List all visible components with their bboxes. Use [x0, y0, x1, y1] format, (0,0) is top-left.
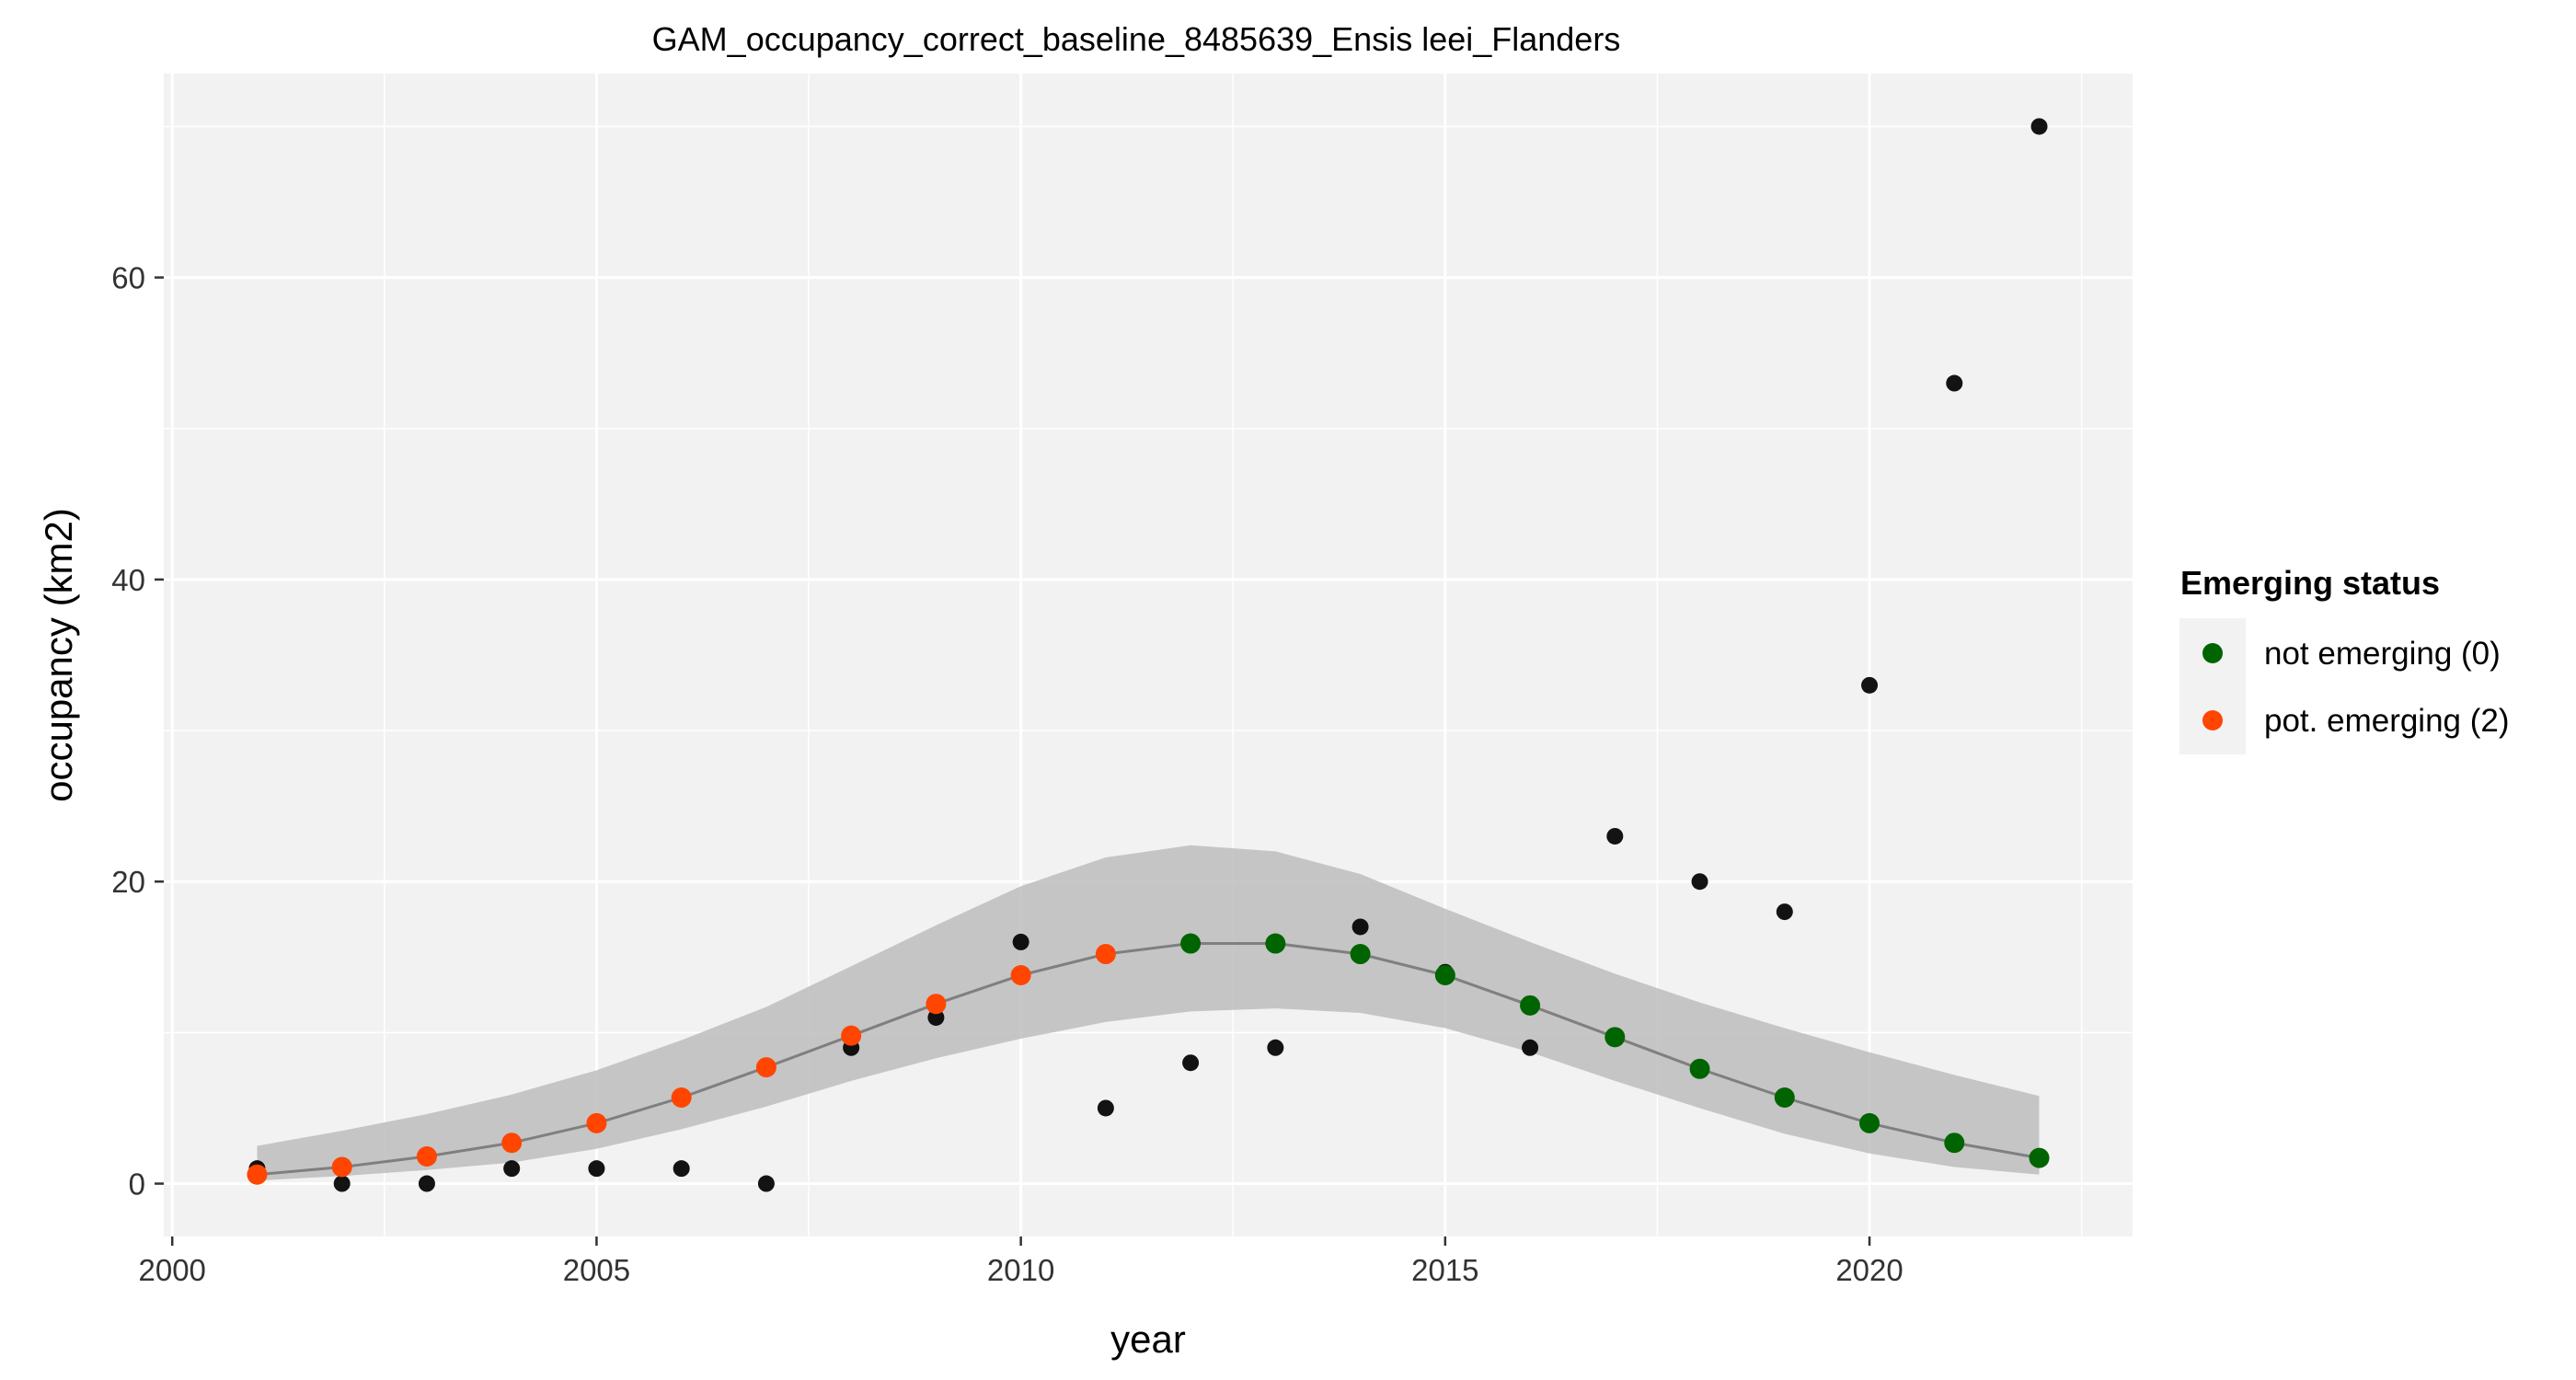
observed-point — [1522, 1039, 1539, 1056]
observed-point — [1351, 918, 1369, 936]
observed-point — [503, 1160, 521, 1178]
fit-point — [1604, 1027, 1626, 1048]
y-tick-label: 40 — [111, 563, 145, 597]
legend: Emerging status not emerging (0) pot. em… — [2179, 564, 2510, 754]
x-axis-title: year — [1110, 1317, 1186, 1361]
fit-point — [1944, 1133, 1965, 1154]
observed-point — [1691, 873, 1708, 891]
x-tick-label: 2010 — [987, 1253, 1054, 1287]
legend-title: Emerging status — [2180, 564, 2440, 602]
observed-point — [673, 1160, 690, 1178]
observed-point — [588, 1160, 605, 1178]
observed-point — [1776, 903, 1793, 921]
fit-point — [416, 1145, 437, 1167]
y-axis: 0 20 40 60 — [111, 261, 164, 1202]
observed-point — [1861, 676, 1879, 694]
fit-point — [1180, 933, 1202, 954]
fit-point — [755, 1057, 776, 1078]
observed-point — [333, 1175, 351, 1192]
observed-point — [927, 1008, 945, 1026]
observed-point — [1182, 1054, 1200, 1072]
fit-point — [2029, 1147, 2050, 1168]
observed-point — [1012, 933, 1029, 950]
fit-point — [586, 1112, 607, 1133]
x-axis: 2000 2005 2010 2015 2020 — [139, 1236, 1903, 1287]
fit-point — [331, 1156, 352, 1178]
observed-point — [1606, 827, 1624, 845]
legend-label-pot-emerging: pot. emerging (2) — [2264, 703, 2510, 739]
fit-point — [1434, 965, 1455, 986]
fit-line — [257, 942, 2040, 1177]
x-tick-label: 2015 — [1411, 1253, 1478, 1287]
fit-point — [1774, 1087, 1795, 1108]
fit-point — [1689, 1058, 1710, 1079]
legend-key-background — [2179, 618, 2246, 754]
fit-points — [247, 933, 2050, 1185]
fit-point — [247, 1164, 268, 1185]
observed-point — [2030, 118, 2048, 135]
grid-minor — [164, 74, 2133, 1236]
grid-major — [164, 74, 2133, 1236]
fit-point — [1265, 933, 1286, 954]
observed-point — [1267, 1039, 1284, 1056]
confidence-ribbon — [257, 845, 2040, 1181]
fit-point — [1350, 944, 1371, 965]
observed-point — [1097, 1099, 1114, 1117]
observed-point — [418, 1175, 435, 1192]
fit-point — [841, 1025, 862, 1046]
fit-point — [1859, 1112, 1880, 1133]
y-tick-label: 20 — [111, 865, 145, 899]
y-axis-title: occupancy (km2) — [37, 508, 80, 802]
fit-point — [926, 994, 947, 1015]
fit-point — [501, 1133, 523, 1154]
x-tick-label: 2005 — [563, 1253, 630, 1287]
observed-point — [1946, 374, 1963, 392]
legend-swatch-pot-emerging — [2202, 710, 2223, 730]
fit-point — [671, 1087, 692, 1108]
observed-point — [757, 1175, 775, 1192]
fit-point — [1095, 944, 1116, 965]
x-tick-label: 2020 — [1835, 1253, 1903, 1287]
fit-point — [1520, 995, 1541, 1016]
y-tick-label: 0 — [129, 1167, 145, 1202]
legend-swatch-not-emerging — [2202, 643, 2223, 663]
chart-title: GAM_occupancy_correct_baseline_8485639_E… — [652, 20, 1621, 58]
fit-point — [1010, 965, 1031, 986]
y-tick-label: 60 — [111, 261, 145, 295]
x-tick-label: 2000 — [139, 1253, 206, 1287]
legend-label-not-emerging: not emerging (0) — [2264, 636, 2501, 672]
